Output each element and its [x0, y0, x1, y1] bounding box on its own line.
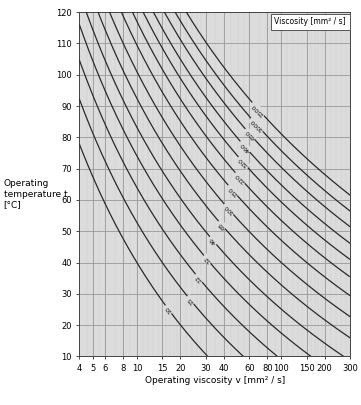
Text: 320: 320 [237, 156, 249, 168]
Text: Operating
temperature t
[°C]: Operating temperature t [°C] [4, 179, 67, 209]
Text: 15: 15 [186, 296, 195, 305]
Text: 460: 460 [239, 141, 251, 153]
Text: 680: 680 [244, 128, 256, 140]
Text: 100: 100 [223, 203, 235, 215]
Text: 22: 22 [194, 273, 203, 283]
Text: 150: 150 [227, 185, 239, 196]
Text: 10: 10 [164, 305, 173, 314]
X-axis label: Operating viscosity v [mm² / s]: Operating viscosity v [mm² / s] [145, 376, 285, 385]
Text: 220: 220 [234, 172, 246, 184]
Text: 1000: 1000 [249, 117, 264, 132]
Text: 1500: 1500 [251, 102, 265, 116]
Text: 68: 68 [217, 220, 226, 230]
Text: Viscosity [mm² / s]: Viscosity [mm² / s] [274, 17, 346, 26]
Text: 46: 46 [209, 236, 218, 245]
Text: 32: 32 [203, 255, 212, 264]
